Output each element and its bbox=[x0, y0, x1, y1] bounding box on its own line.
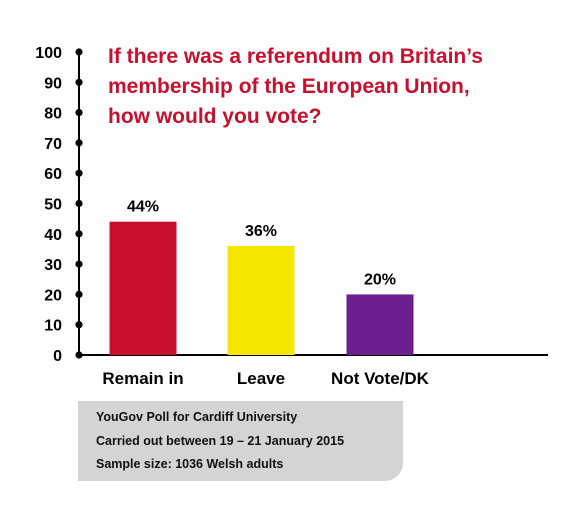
bar-3 bbox=[346, 294, 414, 355]
chart-title-line-2: membership of the European Union, bbox=[108, 75, 470, 98]
bar-value-label: 36% bbox=[245, 223, 277, 240]
y-tick-label: 60 bbox=[44, 166, 62, 183]
sample-size-note: Sample size: 1036 Welsh adults bbox=[96, 457, 284, 471]
y-tick-dot bbox=[75, 351, 83, 359]
y-tick-label: 90 bbox=[44, 75, 62, 92]
bar-value-label: 44% bbox=[127, 199, 159, 216]
y-tick-label: 0 bbox=[53, 348, 62, 365]
y-tick-label: 80 bbox=[44, 106, 62, 123]
bar-2 bbox=[227, 245, 295, 355]
x-category-label: Not Vote/DK bbox=[331, 369, 430, 388]
y-tick-dot bbox=[75, 48, 83, 56]
y-tick-label: 70 bbox=[44, 136, 62, 153]
y-tick-label: 50 bbox=[44, 197, 62, 214]
y-tick-dot bbox=[75, 109, 83, 117]
bar-1 bbox=[109, 221, 177, 355]
y-tick-dot bbox=[75, 139, 83, 147]
y-tick-label: 10 bbox=[44, 318, 62, 335]
x-category-label: Leave bbox=[237, 369, 285, 388]
source-note-line: YouGov Poll for Cardiff University bbox=[96, 410, 298, 424]
chart-title-line-1: If there was a referendum on Britain’s bbox=[108, 45, 483, 68]
y-tick-dot bbox=[75, 321, 83, 329]
y-tick-dot bbox=[75, 78, 83, 86]
fieldwork-dates-note: Carried out between 19 – 21 January 2015 bbox=[96, 434, 345, 448]
y-tick-label: 40 bbox=[44, 227, 62, 244]
y-tick-dot bbox=[75, 199, 83, 208]
x-category-label: Remain in bbox=[102, 369, 183, 388]
y-tick-label: 30 bbox=[44, 257, 62, 274]
y-tick-dot bbox=[75, 290, 83, 298]
y-tick-dot bbox=[75, 169, 83, 177]
y-tick-label: 20 bbox=[44, 287, 62, 304]
bar-value-label: 20% bbox=[364, 271, 396, 288]
y-tick-dot bbox=[75, 230, 83, 238]
source-note: YouGov Poll for Cardiff University Carri… bbox=[78, 401, 403, 481]
y-tick-dot bbox=[75, 260, 83, 268]
chart-title-line-3: how would you vote? bbox=[108, 105, 322, 128]
y-tick-label: 100 bbox=[35, 45, 62, 62]
